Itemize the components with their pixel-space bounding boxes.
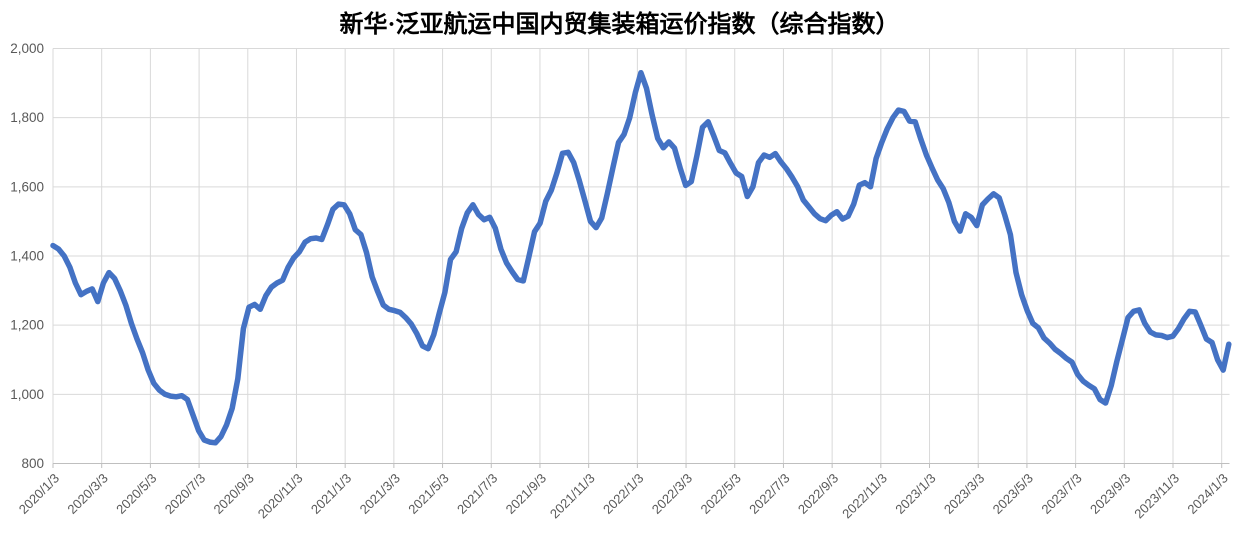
- x-axis-tick-label: 2023/7/3: [1038, 471, 1084, 517]
- x-axis-tick-label: 2020/5/3: [113, 471, 159, 517]
- x-axis-tick-label: 2022/1/3: [600, 471, 646, 517]
- y-axis-tick-label: 1,400: [10, 249, 44, 264]
- x-axis-tick-label: 2021/11/3: [547, 471, 598, 522]
- x-axis-tick-label: 2022/5/3: [697, 471, 743, 517]
- y-axis-tick-label: 1,000: [10, 387, 44, 402]
- x-axis-tick-label: 2023/3/3: [941, 471, 987, 517]
- y-axis-tick-label: 800: [21, 456, 44, 471]
- x-axis-tick-label: 2021/7/3: [454, 471, 500, 517]
- x-axis-tick-label: 2020/7/3: [162, 471, 208, 517]
- x-axis-tick-label: 2020/1/3: [16, 471, 62, 517]
- x-axis-tick-label: 2023/5/3: [990, 471, 1036, 517]
- x-axis-tick-label: 2023/1/3: [892, 471, 938, 517]
- x-axis-tick-label: 2023/9/3: [1087, 471, 1133, 517]
- x-axis-tick-label: 2022/7/3: [746, 471, 792, 517]
- x-axis-tick-label: 2021/3/3: [357, 471, 403, 517]
- x-axis-tick-label: 2021/5/3: [405, 471, 451, 517]
- x-axis-tick-label: 2023/11/3: [1131, 471, 1182, 522]
- y-axis-tick-label: 1,600: [10, 179, 44, 194]
- x-axis-tick-label: 2022/11/3: [839, 471, 890, 522]
- chart-title: 新华·泛亚航运中国内贸集装箱运价指数（综合指数）: [339, 12, 900, 38]
- x-axis-tick-label: 2021/1/3: [308, 471, 354, 517]
- y-axis-tick-label: 1,200: [10, 318, 44, 333]
- x-axis-tick-label: 2021/9/3: [503, 471, 549, 517]
- y-axis-tick-label: 2,000: [10, 41, 44, 56]
- y-axis-tick-label: 1,800: [10, 110, 44, 125]
- x-axis-tick-label: 2020/3/3: [64, 471, 110, 517]
- x-axis-tick-label: 2020/11/3: [255, 471, 306, 522]
- x-axis-tick-label: 2022/3/3: [649, 471, 695, 517]
- x-axis-tick-label: 2022/9/3: [795, 471, 841, 517]
- freight-index-series-line: [50, 69, 1232, 446]
- x-axis-tick-label: 2024/1/3: [1184, 471, 1230, 517]
- x-axis-tick-label: 2020/9/3: [211, 471, 257, 517]
